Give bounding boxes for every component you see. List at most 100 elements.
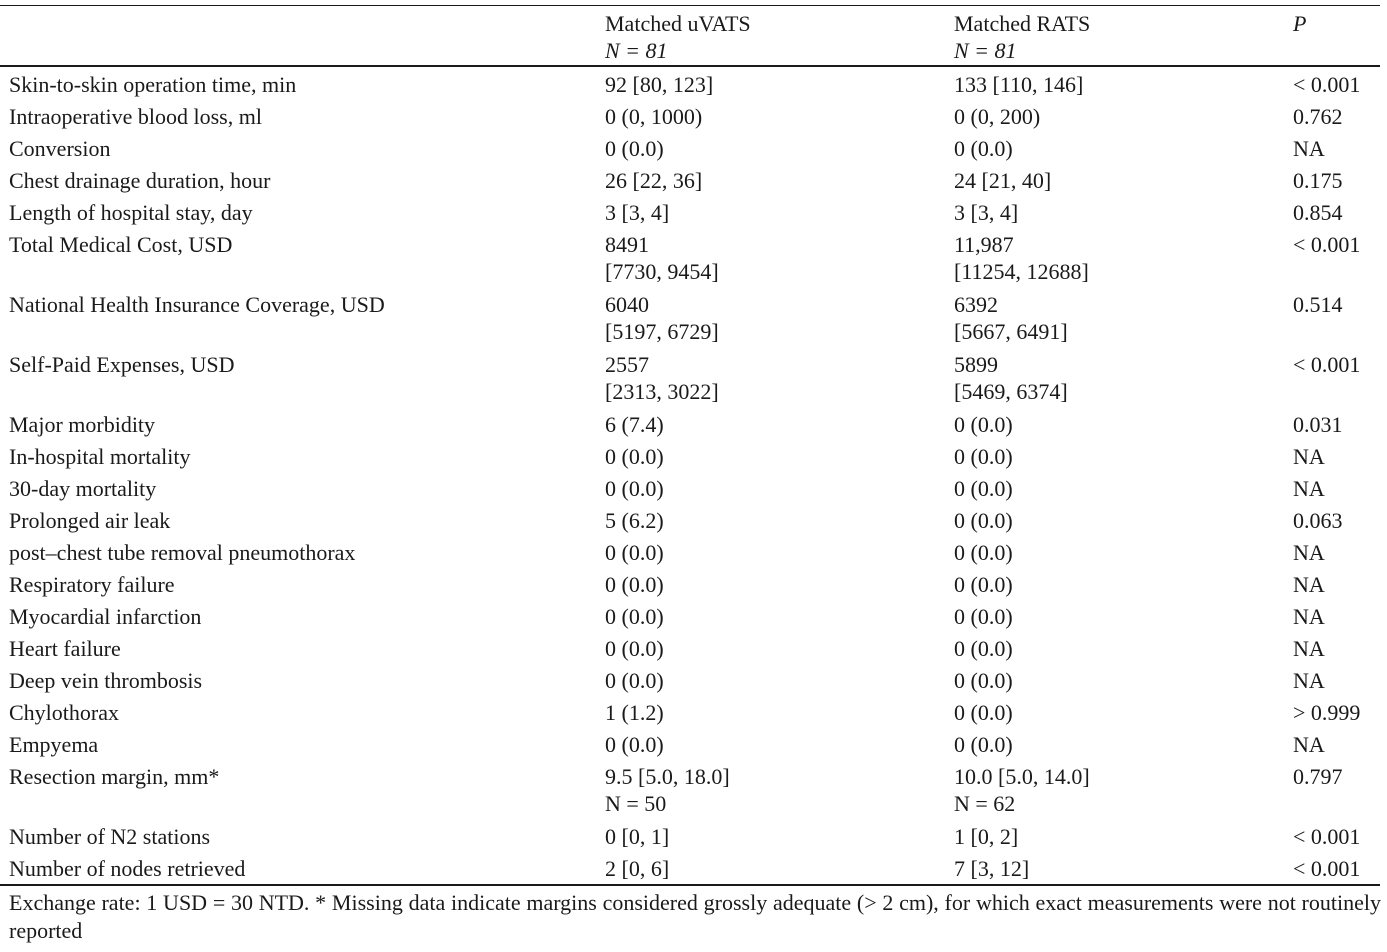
rats-value: 0 (0.0) [954, 732, 1013, 757]
table-row: Number of N2 stations 0 [0, 1] 1 [0, 2] < 0… [0, 822, 1380, 854]
row-label: post–chest tube removal pneumothorax [9, 540, 356, 565]
p-value: NA [1293, 604, 1325, 629]
rats-value: 0 (0.0) [954, 444, 1013, 469]
table-row: Skin-to-skin operation time, min 92 [80, … [0, 70, 1380, 102]
uvats-value-cell: 0 (0.0) [605, 603, 664, 630]
uvats-value-cell: 0 (0.0) [605, 475, 664, 502]
p-value: NA [1293, 476, 1325, 501]
table-row: Total Medical Cost, USD 8491 [7730, 9454] 1… [0, 230, 1380, 290]
uvats-value-cell: 26 [22, 36] [605, 167, 702, 194]
table-bottom-rule [0, 884, 1380, 886]
table-row: Respiratory failure 0 (0.0) 0 (0.0) NA [0, 570, 1380, 602]
rats-value-cell: 0 (0.0) [954, 135, 1013, 162]
uvats-value-cell: 0 (0.0) [605, 539, 664, 566]
uvats-value: 3 [3, 4] [605, 200, 670, 225]
rats-value-cell: 0 (0.0) [954, 443, 1013, 470]
p-value: < 0.001 [1293, 232, 1361, 257]
table-row: In-hospital mortality 0 (0.0) 0 (0.0) NA [0, 442, 1380, 474]
row-label: Total Medical Cost, USD [9, 232, 233, 257]
table-row: Conversion 0 (0.0) 0 (0.0) NA [0, 134, 1380, 166]
table-row: Self-Paid Expenses, USD 2557 [2313, 3022] 5… [0, 350, 1380, 410]
p-value: 0.063 [1293, 508, 1343, 533]
rats-value-cell: 6392 [5667, 6491] [954, 291, 1068, 345]
row-label: Prolonged air leak [9, 508, 171, 533]
rats-value: 6392 [954, 292, 998, 317]
header-uvats-n: N = 81 [605, 38, 668, 63]
table-row: Major morbidity 6 (7.4) 0 (0.0) 0.031 [0, 410, 1380, 442]
table-body: Skin-to-skin operation time, min 92 [80, … [0, 70, 1380, 886]
rats-value-cell: 0 (0.0) [954, 699, 1013, 726]
p-value: 0.175 [1293, 168, 1343, 193]
rats-value: 0 (0.0) [954, 604, 1013, 629]
uvats-value-line2: [2313, 3022] [605, 379, 719, 404]
row-label: Skin-to-skin operation time, min [9, 72, 297, 97]
uvats-value: 0 [0, 1] [605, 824, 670, 849]
row-label: Number of N2 stations [9, 824, 211, 849]
rats-value-line2: [11254, 12688] [954, 259, 1089, 284]
rats-value: 1 [0, 2] [954, 824, 1019, 849]
row-label: Length of hospital stay, day [9, 200, 253, 225]
uvats-value: 0 (0.0) [605, 572, 664, 597]
p-value: < 0.001 [1293, 72, 1361, 97]
row-label: Chylothorax [9, 700, 119, 725]
rats-value-cell: 0 (0.0) [954, 539, 1013, 566]
uvats-value-line2: N = 50 [605, 791, 667, 816]
row-label: Intraoperative blood loss, ml [9, 104, 262, 129]
rats-value-cell: 24 [21, 40] [954, 167, 1051, 194]
table-row: post–chest tube removal pneumothorax 0 (0… [0, 538, 1380, 570]
table-row: Empyema 0 (0.0) 0 (0.0) NA [0, 730, 1380, 762]
table-row: Number of nodes retrieved 2 [0, 6] 7 [3, 1… [0, 854, 1380, 886]
row-label: Myocardial infarction [9, 604, 202, 629]
row-label: 30-day mortality [9, 476, 157, 501]
row-label: Resection margin, mm* [9, 764, 220, 789]
uvats-value-cell: 0 [0, 1] [605, 823, 669, 850]
uvats-value: 1 (1.2) [605, 700, 664, 725]
header-rats-n: N = 81 [954, 38, 1017, 63]
p-value: 0.762 [1293, 104, 1343, 129]
uvats-value: 2 [0, 6] [605, 856, 670, 881]
table-row: Resection margin, mm* 9.5 [5.0, 18.0] N = … [0, 762, 1380, 822]
table-row: Myocardial infarction 0 (0.0) 0 (0.0) NA [0, 602, 1380, 634]
uvats-value: 92 [80, 123] [605, 72, 714, 97]
uvats-value-line2: [7730, 9454] [605, 259, 719, 284]
uvats-value: 0 (0, 1000) [605, 104, 703, 129]
uvats-value: 0 (0.0) [605, 540, 664, 565]
p-value: NA [1293, 636, 1325, 661]
rats-value: 0 (0.0) [954, 700, 1013, 725]
rats-value-line2: N = 62 [954, 791, 1016, 816]
rats-value-cell: 7 [3, 12] [954, 855, 1029, 882]
uvats-value: 0 (0.0) [605, 636, 664, 661]
rats-value-line2: [5469, 6374] [954, 379, 1068, 404]
rats-value-cell: 11,987 [11254, 12688] [954, 231, 1089, 285]
rats-value: 0 (0.0) [954, 136, 1013, 161]
uvats-value-cell: 0 (0.0) [605, 135, 664, 162]
header-rats: Matched RATS N = 81 [954, 10, 1090, 64]
row-label: Major morbidity [9, 412, 156, 437]
header-uvats: Matched uVATS N = 81 [605, 10, 751, 64]
rats-value-cell: 0 (0.0) [954, 411, 1013, 438]
p-value: NA [1293, 540, 1325, 565]
rats-value: 0 (0.0) [954, 636, 1013, 661]
uvats-value: 0 (0.0) [605, 136, 664, 161]
uvats-value-cell: 5 (6.2) [605, 507, 664, 534]
uvats-value: 0 (0.0) [605, 732, 664, 757]
rats-value-line2: [5667, 6491] [954, 319, 1068, 344]
uvats-value-cell: 1 (1.2) [605, 699, 664, 726]
table-footnote: Exchange rate: 1 USD = 30 NTD. * Missing… [9, 890, 1381, 943]
rats-value-cell: 0 (0.0) [954, 571, 1013, 598]
uvats-value: 6040 [605, 292, 649, 317]
uvats-value-cell: 0 (0, 1000) [605, 103, 702, 130]
rats-value-cell: 0 (0.0) [954, 635, 1013, 662]
uvats-value: 0 (0.0) [605, 444, 664, 469]
row-label: National Health Insurance Coverage, USD [9, 292, 385, 317]
rats-value: 0 (0, 200) [954, 104, 1041, 129]
p-value: NA [1293, 572, 1325, 597]
uvats-value: 6 (7.4) [605, 412, 664, 437]
p-value: 0.797 [1293, 764, 1343, 789]
uvats-value-cell: 0 (0.0) [605, 667, 664, 694]
row-label: Empyema [9, 732, 99, 757]
rats-value: 0 (0.0) [954, 412, 1013, 437]
rats-value: 0 (0.0) [954, 572, 1013, 597]
header-p-title: P [1293, 11, 1307, 36]
